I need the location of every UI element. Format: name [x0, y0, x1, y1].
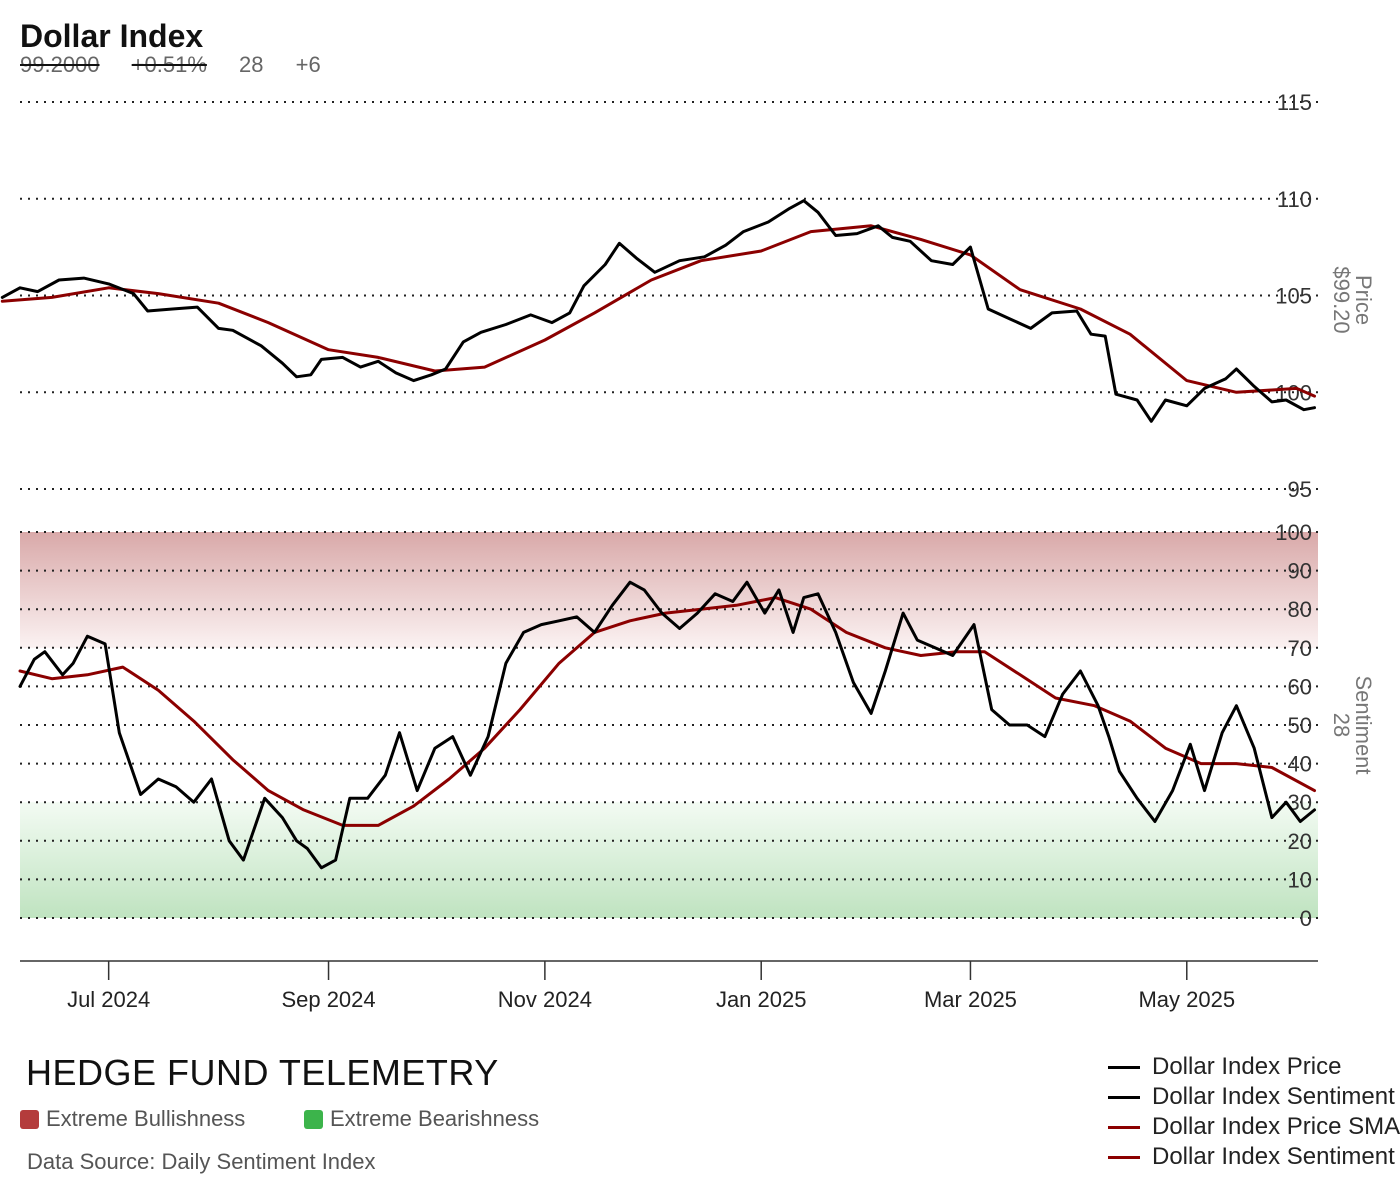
- sentiment-line: [18, 580, 1316, 870]
- x-tick-label: May 2025: [1138, 987, 1235, 1012]
- price-tick-label: 105: [1275, 284, 1312, 309]
- sentiment-tick-label: 50: [1288, 713, 1312, 738]
- x-tick-label: Nov 2024: [498, 987, 592, 1012]
- extreme-bearishness-band: [20, 802, 1318, 918]
- sentiment-tick-label: 0: [1300, 906, 1312, 931]
- price-sma-line: [0, 224, 1316, 398]
- last-price: 99.2000: [20, 52, 100, 77]
- legend-line-price-sma: [1108, 1125, 1140, 1129]
- sentiment-axis-value: 28: [1329, 713, 1354, 737]
- x-tick-label: Jan 2025: [716, 987, 807, 1012]
- sentiment-tick-label: 90: [1288, 559, 1312, 584]
- bull-swatch: [20, 1109, 39, 1129]
- bear-swatch: [304, 1109, 323, 1129]
- legend-item-price[interactable]: Dollar Index Price: [1108, 1052, 1400, 1082]
- brand-name: HEDGE FUND TELEMETRY: [26, 1052, 499, 1093]
- data-source: Data Source: Daily Sentiment Index: [27, 1149, 376, 1174]
- legend-line-price: [1108, 1065, 1140, 1069]
- legend-label-price: Dollar Index Price: [1152, 1053, 1342, 1080]
- sentiment-value: 28: [239, 52, 264, 77]
- bear-key-label: Extreme Bearishness: [330, 1106, 540, 1131]
- sentiment-tick-label: 10: [1288, 867, 1312, 892]
- legend-item-price-sma[interactable]: Dollar Index Price SMA: [1108, 1112, 1400, 1142]
- bear-key: Extreme Bearishness: [304, 1106, 539, 1132]
- price-change: +0.51%: [131, 52, 207, 77]
- legend-line-sentiment-sma: [1108, 1155, 1140, 1159]
- sentiment-tick-label: 20: [1288, 829, 1312, 854]
- header-stats: 99.2000 +0.51% 28 +6: [20, 52, 347, 78]
- sentiment-tick-label: 80: [1288, 597, 1312, 622]
- sentiment-tick-label: 40: [1288, 752, 1312, 777]
- chart-title: Dollar Index: [20, 18, 204, 54]
- sentiment-tick-label: 60: [1288, 674, 1312, 699]
- bull-key-label: Extreme Bullishness: [46, 1106, 246, 1131]
- legend: Dollar Index Price Dollar Index Sentimen…: [1108, 1052, 1400, 1172]
- price-line: [0, 199, 1316, 423]
- sentiment-axis-title: Sentiment: [1351, 675, 1376, 774]
- bull-key: Extreme Bullishness: [20, 1106, 245, 1132]
- price-tick-label: 95: [1288, 477, 1312, 502]
- legend-item-sentiment-sma[interactable]: Dollar Index Sentiment SMA: [1108, 1142, 1400, 1172]
- x-tick-label: Jul 2024: [67, 987, 150, 1012]
- sentiment-sma-line: [18, 596, 1316, 827]
- legend-label-sentiment: Dollar Index Sentiment: [1152, 1083, 1395, 1110]
- price-axis-value: $99.20: [1329, 266, 1354, 333]
- price-tick-label: 115: [1277, 90, 1312, 115]
- x-tick-label: Mar 2025: [924, 987, 1017, 1012]
- price-tick-label: 110: [1277, 187, 1312, 212]
- price-axis-title: Price: [1351, 275, 1376, 325]
- x-tick-label: Sep 2024: [281, 987, 375, 1012]
- sentiment-tick-label: 70: [1288, 636, 1312, 661]
- legend-line-sentiment: [1108, 1095, 1140, 1099]
- legend-label-sentiment-sma: Dollar Index Sentiment SMA: [1152, 1143, 1400, 1170]
- sentiment-change: +6: [295, 52, 321, 77]
- extreme-bullishness-band: [20, 532, 1318, 648]
- legend-item-sentiment[interactable]: Dollar Index Sentiment: [1108, 1082, 1400, 1112]
- legend-label-price-sma: Dollar Index Price SMA: [1152, 1113, 1400, 1140]
- sentiment-tick-label: 100: [1275, 520, 1312, 545]
